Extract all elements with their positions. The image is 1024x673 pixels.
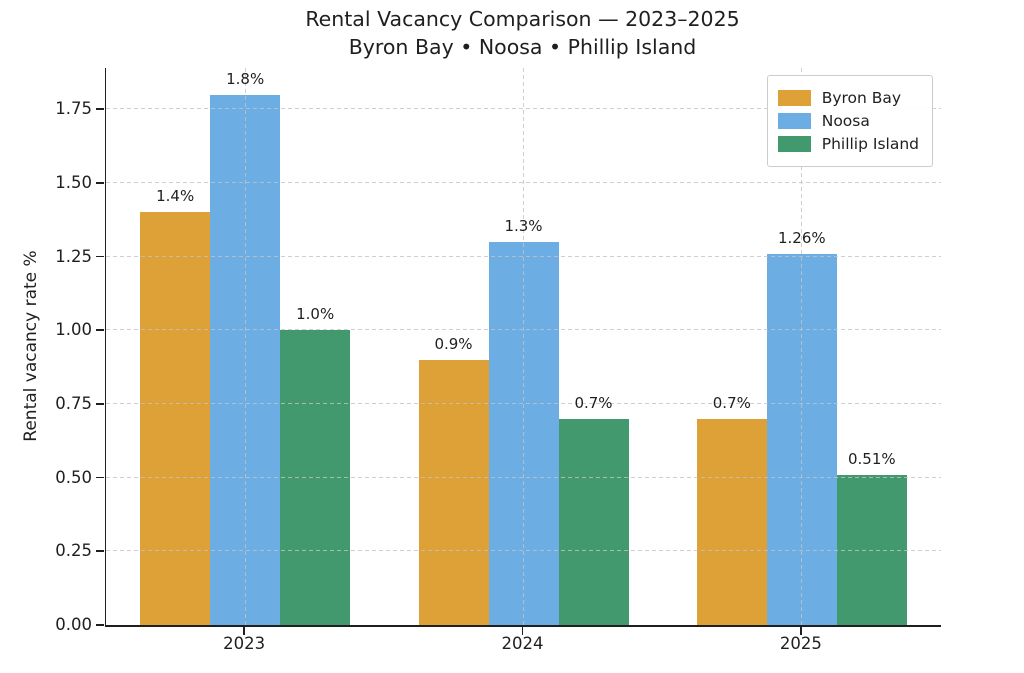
legend-label: Phillip Island [821,135,919,153]
y-tick-mark [96,329,104,331]
y-tick-mark [96,476,104,479]
y-tick-mark [96,255,104,258]
y-tick-label: 0.75 [55,393,92,413]
bar-byron-bay-2024 [418,359,489,625]
bar-value-label: 1.4% [156,187,195,206]
y-tick-mark [96,550,104,552]
bar-value-label: 1.3% [504,216,543,235]
legend-item-noosa: Noosa [777,112,919,130]
y-tick-mark [96,624,104,626]
x-tick-label: 2024 [501,634,544,653]
x-tick-mark [243,627,245,635]
y-tick-label: 0.00 [55,615,92,634]
legend-label: Byron Bay [821,89,902,107]
chart-subtitle: Byron Bay • Noosa • Phillip Island [348,34,697,59]
legend-swatch-icon [777,90,811,106]
x-tick-label: 2025 [779,634,822,653]
plot-area: Byron Bay Noosa Phillip Island 1.4% 1.8% 1.0… [105,68,941,627]
gridline-vertical [801,68,803,625]
gridline-vertical [244,68,246,625]
bar-value-label: 1.8% [226,69,265,88]
bar-phillip-island-2025 [836,474,907,625]
x-tick-mark [800,627,802,635]
y-tick-label: 1.50 [55,172,92,192]
bar-value-label: 0.7% [712,393,751,412]
bar-value-label: 0.7% [574,393,613,412]
gridline-vertical [523,68,524,625]
y-tick-mark [96,181,104,184]
legend-swatch-icon [777,113,811,129]
bar-value-label: 1.26% [778,228,826,247]
y-tick-label: 0.25 [55,541,92,561]
y-tick-mark [96,108,104,110]
legend-item-byron-bay: Byron Bay [777,89,919,107]
legend-swatch-icon [777,136,811,152]
legend-item-phillip-island: Phillip Island [777,135,919,153]
x-tick-label: 2023 [223,634,266,653]
x-tick-mark [521,627,524,635]
y-tick-label: 1.00 [55,320,92,340]
y-tick-label: 1.75 [55,99,92,119]
bar-phillip-island-2024 [558,418,629,625]
y-tick-mark [96,402,104,405]
bar-byron-bay-2023 [140,212,211,625]
bar-value-label: 0.51% [848,449,896,468]
chart-title: Rental Vacancy Comparison — 2023–2025 [305,7,740,31]
y-axis-title: Rental vacancy rate % [21,250,41,442]
legend-label: Noosa [821,112,870,130]
y-tick-label: 0.50 [55,467,92,487]
chart-title-block: Rental Vacancy Comparison — 2023–2025 By… [105,6,940,61]
legend: Byron Bay Noosa Phillip Island [766,75,933,167]
y-tick-label: 1.25 [55,246,92,266]
bar-byron-bay-2025 [696,418,767,625]
bar-value-label: 0.9% [434,334,473,353]
bar-value-label: 1.0% [296,305,335,324]
